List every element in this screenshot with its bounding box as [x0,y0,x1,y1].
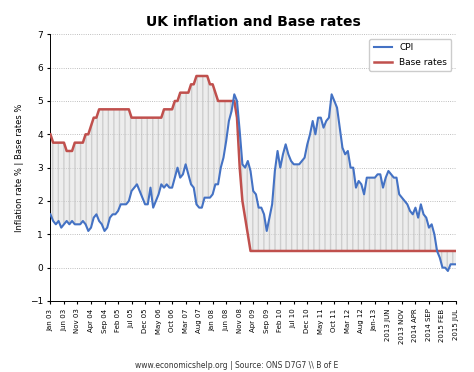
CPI [445,269,451,273]
CPI [248,169,254,173]
CPI [307,132,313,137]
CPI [231,92,237,97]
Base rates [47,132,53,137]
Base rates [453,249,459,253]
Base rates [299,249,305,253]
Text: www.economicshelp.org | Source: ONS D7G7 \\ B of E: www.economicshelp.org | Source: ONS D7G7… [136,361,338,370]
Title: UK inflation and Base rates: UK inflation and Base rates [146,15,361,29]
Base rates [248,249,254,253]
Base rates [250,249,256,253]
CPI [450,262,456,266]
Line: Base rates: Base rates [50,76,456,251]
CPI [453,262,459,266]
Legend: CPI, Base rates: CPI, Base rates [369,39,452,71]
CPI [47,212,53,217]
Y-axis label: Inflation rate % | Base rates %: Inflation rate % | Base rates % [15,103,24,232]
Base rates [191,82,197,87]
CPI [296,162,302,167]
Base rates [337,249,343,253]
CPI [334,105,340,110]
Base rates [450,249,456,253]
CPI [191,185,197,190]
Base rates [310,249,316,253]
Line: CPI: CPI [50,94,456,271]
Base rates [193,74,199,78]
